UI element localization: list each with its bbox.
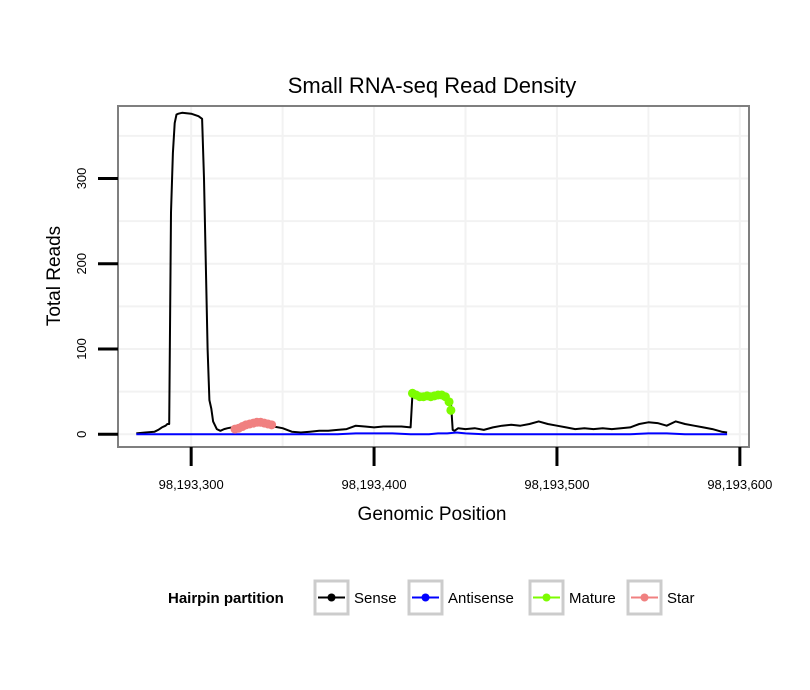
legend-item-sense: Sense [313, 579, 397, 616]
x-tick-label: 98,193,400 [342, 477, 407, 492]
y-tick-label: 300 [74, 168, 89, 190]
chart-title: Small RNA-seq Read Density [288, 73, 577, 98]
x-tick-label: 98,193,600 [707, 477, 772, 492]
series-line-antisense [136, 431, 728, 436]
series-layer [136, 111, 728, 436]
legend-item-antisense: Antisense [407, 579, 514, 616]
y-tick-label: 200 [74, 253, 89, 275]
y-axis-title: Total Reads [44, 226, 65, 326]
legend-title: Hairpin partition [168, 590, 284, 607]
legend-key-point [542, 593, 551, 602]
legend-key-point [421, 593, 430, 602]
data-point-mature [446, 405, 456, 415]
plot-panel [118, 106, 749, 447]
legend-item-star: Star [626, 579, 695, 616]
legend-key-point [327, 593, 336, 602]
data-point-star [267, 420, 277, 430]
legend-label: Star [667, 590, 695, 607]
legend-item-mature: Mature [528, 579, 616, 616]
x-axis: 98,193,300 98,193,400 98,193,500 98,193,600 [159, 447, 772, 492]
y-axis: 0 100 200 300 [74, 168, 118, 438]
series-mature [407, 388, 456, 415]
plot-border [117, 105, 750, 448]
data-point-mature [444, 397, 454, 407]
series-star [230, 417, 277, 434]
legend-label: Sense [354, 590, 397, 607]
series-antisense [136, 431, 728, 436]
x-tick-label: 98,193,300 [159, 477, 224, 492]
y-tick-label: 0 [74, 431, 89, 438]
y-tick-label: 100 [74, 338, 89, 360]
series-sense [136, 111, 728, 435]
legend-key-point [640, 593, 649, 602]
x-axis-title: Genomic Position [358, 504, 507, 525]
legend: Hairpin partition Sense Antisense Mature St… [168, 579, 695, 616]
series-line-sense [136, 111, 728, 435]
legend-items: Sense Antisense Mature Star [313, 579, 695, 616]
legend-label: Mature [569, 590, 616, 607]
x-tick-label: 98,193,500 [524, 477, 589, 492]
legend-label: Antisense [448, 590, 514, 607]
